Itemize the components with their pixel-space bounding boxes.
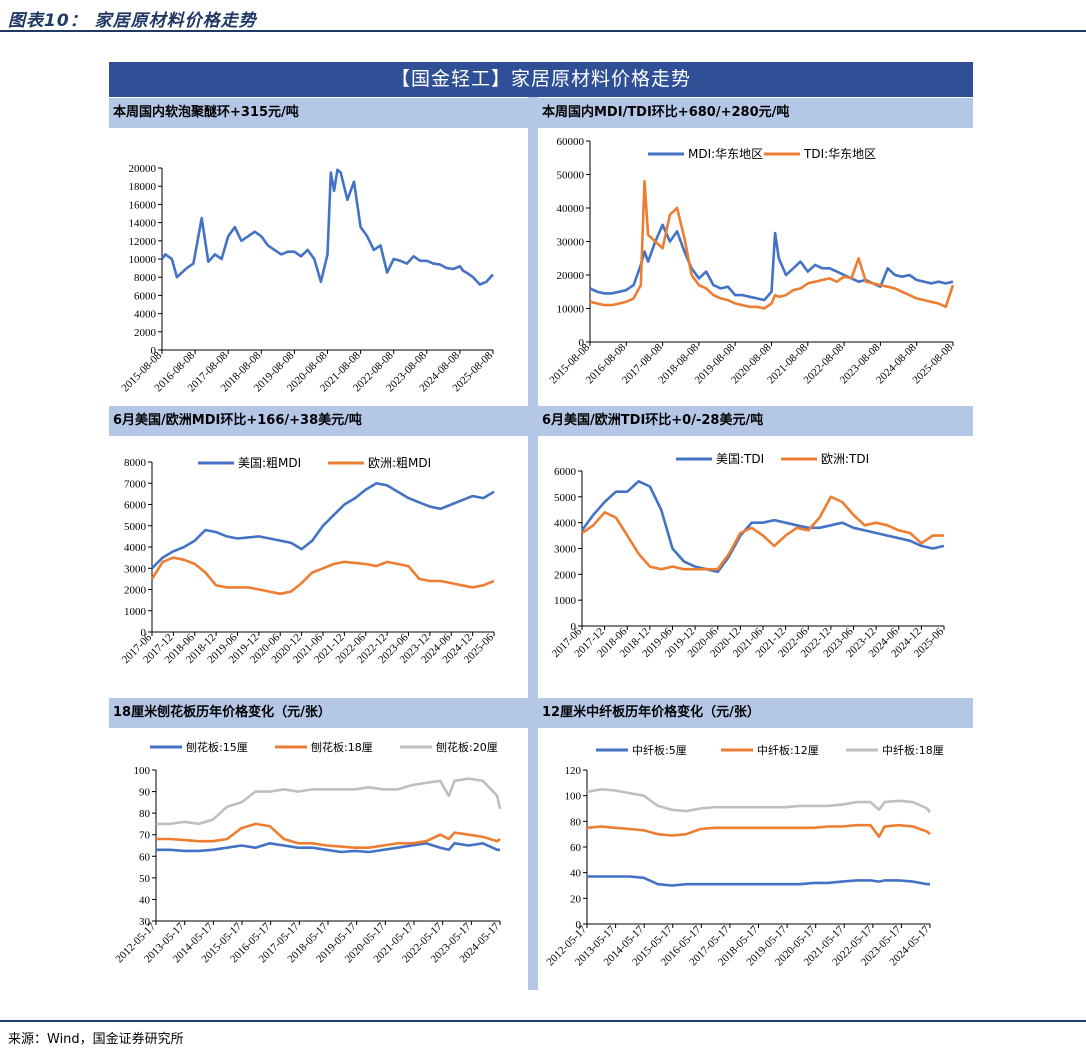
- legend-label: MDI:华东地区: [688, 147, 763, 161]
- y-tick-label: 5000: [124, 521, 147, 533]
- legend-label: 中纤板:12厘: [757, 743, 819, 757]
- y-tick-label: 3000: [124, 563, 147, 575]
- y-tick-label: 20000: [557, 270, 585, 282]
- series-line-1: [587, 875, 930, 887]
- y-tick-label: 6000: [554, 466, 577, 478]
- column-separator: [528, 97, 538, 990]
- y-tick-label: 10000: [557, 304, 585, 316]
- panel-title-c2: 本周国内MDI/TDI环比+680/+280元/吨: [538, 98, 973, 128]
- chart-grid-background: [109, 97, 973, 990]
- legend-label: 欧洲:粗MDI: [368, 456, 431, 470]
- series-line-2: [589, 179, 955, 310]
- series-line-2: [581, 495, 944, 571]
- legend-label: 刨花板:20厘: [436, 740, 498, 754]
- y-tick-label: 90: [139, 787, 151, 799]
- y-tick-label: 0: [141, 627, 147, 639]
- y-tick-label: 5000: [554, 492, 577, 504]
- y-tick-label: 70: [139, 830, 151, 842]
- chart-c6: 0204060801001202012-05-172013-05-172014-…: [544, 743, 943, 968]
- legend-label: 欧洲:TDI: [821, 452, 869, 466]
- source-note: 来源：Wind，国金证券研究所: [8, 1032, 184, 1047]
- y-tick-label: 40: [139, 894, 151, 906]
- y-tick-label: 20: [570, 893, 582, 905]
- y-tick-label: 6000: [134, 290, 157, 302]
- y-tick-label: 14000: [129, 218, 157, 230]
- legend-label: 刨花板:15厘: [186, 740, 248, 754]
- series-line-2: [586, 823, 931, 839]
- y-tick-label: 60: [139, 851, 151, 863]
- series-line-2: [156, 822, 501, 850]
- y-tick-label: 2000: [124, 585, 147, 597]
- chart-c1: 0 2000 4000 6000 8000 10000 12000 14000 16000 180…: [119, 163, 495, 394]
- y-tick-label: 50000: [557, 170, 585, 182]
- y-tick-label: 8000: [124, 457, 147, 469]
- y-tick-label: 2000: [134, 327, 157, 339]
- y-tick-label: 7000: [124, 478, 147, 490]
- y-tick-label: 120: [565, 765, 582, 777]
- y-tick-label: 100: [565, 791, 582, 803]
- y-tick-label: 0: [151, 345, 157, 357]
- series-line-1: [156, 841, 500, 854]
- y-tick-label: 30: [139, 916, 151, 928]
- series-line-1: [580, 479, 945, 574]
- y-tick-label: 50: [139, 873, 151, 885]
- chart-c5: 304050607080901002012-05-172013-05-17201…: [113, 740, 502, 965]
- y-tick-label: 40: [570, 868, 582, 880]
- y-tick-label: 6000: [124, 500, 147, 512]
- legend-label: 刨花板:18厘: [311, 740, 373, 754]
- y-tick-label: 0: [576, 919, 582, 931]
- y-tick-label: 0: [579, 337, 585, 349]
- y-tick-label: 4000: [554, 518, 577, 530]
- y-tick-label: 0: [571, 621, 577, 633]
- panel-title-c4: 6月美国/欧洲TDI环比+0/-28美元/吨: [538, 406, 973, 436]
- y-tick-label: 80: [570, 816, 582, 828]
- y-tick-label: 2000: [554, 569, 577, 581]
- series-line-1: [160, 168, 494, 286]
- y-tick-label: 4000: [124, 542, 147, 554]
- panel-title-c1: 本周国内软泡聚醚环+315元/吨: [109, 98, 528, 128]
- chart-c2: 01000020000300004000050000600002015-08-0…: [547, 136, 955, 386]
- y-tick-label: 30000: [557, 237, 585, 249]
- series-line-3: [156, 777, 502, 826]
- y-tick-label: 1000: [554, 595, 577, 607]
- panel-title-c3: 6月美国/欧洲MDI环比+166/+38美元/吨: [109, 406, 528, 436]
- legend-label: 美国:粗MDI: [238, 456, 301, 470]
- y-tick-label: 18000: [129, 181, 157, 193]
- series-line-1: [589, 223, 954, 302]
- series-line-1: [151, 481, 495, 570]
- legend-label: 美国:TDI: [716, 452, 764, 466]
- y-tick-label: 1000: [124, 606, 147, 618]
- y-tick-label: 12000: [129, 236, 157, 248]
- y-tick-label: 60: [570, 842, 582, 854]
- panel-title-c5: 18厘米刨花板历年价格变化（元/张）: [109, 698, 528, 728]
- y-tick-label: 80: [139, 808, 151, 820]
- y-tick-label: 8000: [134, 272, 157, 284]
- series-line-3: [586, 787, 932, 814]
- y-tick-label: 10000: [129, 254, 157, 266]
- y-tick-label: 60000: [557, 136, 585, 148]
- series-line-2: [150, 556, 495, 596]
- chart-c4: 01000200030004000500060002017-062017-122…: [550, 452, 947, 660]
- figure-caption: 图表10： 家居原材料价格走势: [8, 11, 257, 31]
- y-tick-label: 4000: [134, 309, 157, 321]
- chart-c3: 0100020003000400050006000700080002017-06…: [120, 456, 497, 666]
- panel-title-c6: 12厘米中纤板历年价格变化（元/张）: [538, 698, 973, 728]
- y-tick-label: 16000: [129, 199, 157, 211]
- x-tick-label: 2025-08-08: [910, 341, 955, 386]
- top-divider: [0, 30, 1086, 32]
- legend-label: 中纤板:18厘: [882, 743, 944, 757]
- banner-title: 【国金轻工】家居原材料价格走势: [109, 62, 973, 97]
- bottom-divider: [0, 1020, 1086, 1022]
- legend-label: 中纤板:5厘: [632, 743, 687, 757]
- y-tick-label: 20000: [129, 163, 157, 175]
- y-tick-label: 40000: [557, 203, 585, 215]
- legend-label: TDI:华东地区: [803, 147, 876, 161]
- y-tick-label: 100: [134, 765, 151, 777]
- y-tick-label: 3000: [554, 544, 577, 556]
